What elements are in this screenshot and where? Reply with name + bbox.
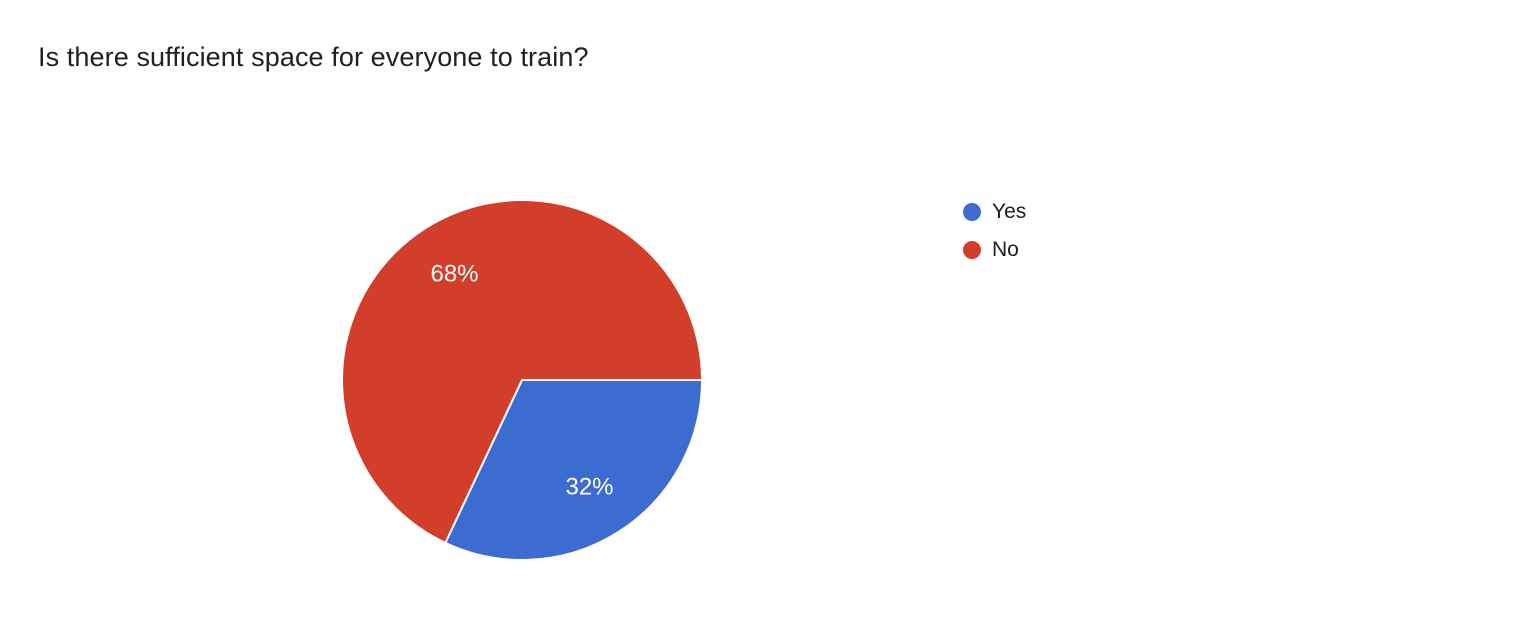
legend-label-no: No bbox=[992, 238, 1019, 261]
pie-slice-label-yes: 32% bbox=[565, 473, 613, 500]
legend-swatch-no bbox=[963, 241, 981, 259]
pie-slice-label-no: 68% bbox=[430, 261, 478, 288]
legend-item-no: No bbox=[963, 236, 1026, 264]
legend-swatch-yes bbox=[963, 203, 981, 221]
pie-chart: 32% 68% bbox=[330, 188, 714, 572]
chart-title: Is there sufficient space for everyone t… bbox=[38, 42, 589, 72]
chart-legend: Yes No bbox=[963, 198, 1026, 264]
legend-item-yes: Yes bbox=[963, 198, 1026, 226]
pie-chart-svg: 32% 68% bbox=[341, 199, 703, 561]
pie-slice-yes bbox=[444, 379, 703, 561]
pie-slice-no bbox=[341, 199, 703, 544]
legend-label-yes: Yes bbox=[992, 200, 1027, 223]
